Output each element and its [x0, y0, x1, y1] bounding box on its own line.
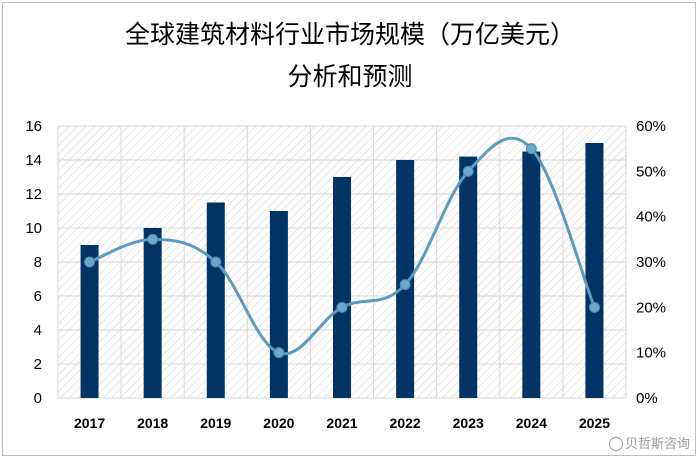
line-series: [84, 136, 600, 359]
left-tick-label: 10: [25, 220, 42, 237]
right-tick-label: 20%: [636, 299, 666, 316]
bar: [459, 156, 478, 398]
right-tick-label: 60%: [636, 118, 666, 135]
x-tick-label: 2019: [200, 415, 231, 431]
right-tick-label: 0%: [636, 390, 658, 407]
x-axis-ticks: 2017 2018 2019 2020 2021 2022 2023 2024 2025: [74, 415, 610, 431]
x-tick-label: 2024: [516, 415, 547, 431]
left-tick-label: 8: [34, 254, 42, 271]
line-marker: [210, 256, 222, 268]
bar: [522, 151, 541, 398]
x-tick-label: 2022: [390, 415, 421, 431]
chart-title-line2: 分析和预测: [287, 62, 413, 91]
line-marker: [147, 233, 159, 245]
bar: [206, 202, 225, 398]
left-tick-label: 12: [25, 186, 42, 203]
bar: [143, 228, 162, 398]
watermark: 贝哲斯咨询: [608, 433, 690, 452]
chart-title-line1: 全球建筑材料行业市场规模（万亿美元）: [124, 20, 575, 49]
left-tick-label: 4: [34, 322, 42, 339]
line-marker: [525, 143, 537, 155]
weibo-icon: [608, 437, 623, 451]
line-marker: [462, 165, 474, 177]
watermark-text: 贝哲斯咨询: [624, 437, 690, 452]
line-marker: [588, 301, 600, 313]
left-axis-ticks: 0 2 4 6 8 10 12 14 16: [25, 118, 42, 407]
left-tick-label: 0: [34, 390, 42, 407]
right-axis-ticks: 0% 10% 20% 30% 40% 50% 60%: [636, 118, 666, 407]
bar: [80, 245, 99, 398]
right-tick-label: 40%: [636, 209, 666, 226]
bar: [396, 160, 415, 398]
x-tick-label: 2017: [74, 415, 105, 431]
left-tick-label: 16: [25, 118, 42, 135]
x-tick-label: 2025: [579, 415, 610, 431]
left-tick-label: 2: [34, 356, 42, 373]
bar: [333, 177, 351, 398]
left-tick-label: 14: [25, 152, 42, 169]
right-tick-label: 10%: [636, 345, 666, 362]
line-marker: [273, 347, 285, 359]
x-tick-label: 2018: [137, 415, 168, 431]
chart-title: 全球建筑材料行业市场规模（万亿美元） 分析和预测: [0, 14, 700, 98]
right-tick-label: 50%: [636, 163, 666, 180]
right-tick-label: 30%: [636, 254, 666, 271]
line-marker: [84, 256, 96, 268]
line-marker: [399, 279, 411, 291]
bar: [585, 143, 604, 398]
left-tick-label: 6: [34, 288, 42, 305]
x-tick-label: 2023: [453, 415, 484, 431]
bar: [269, 211, 288, 398]
line-marker: [336, 301, 348, 313]
x-tick-label: 2020: [263, 415, 294, 431]
x-tick-label: 2021: [326, 415, 357, 431]
